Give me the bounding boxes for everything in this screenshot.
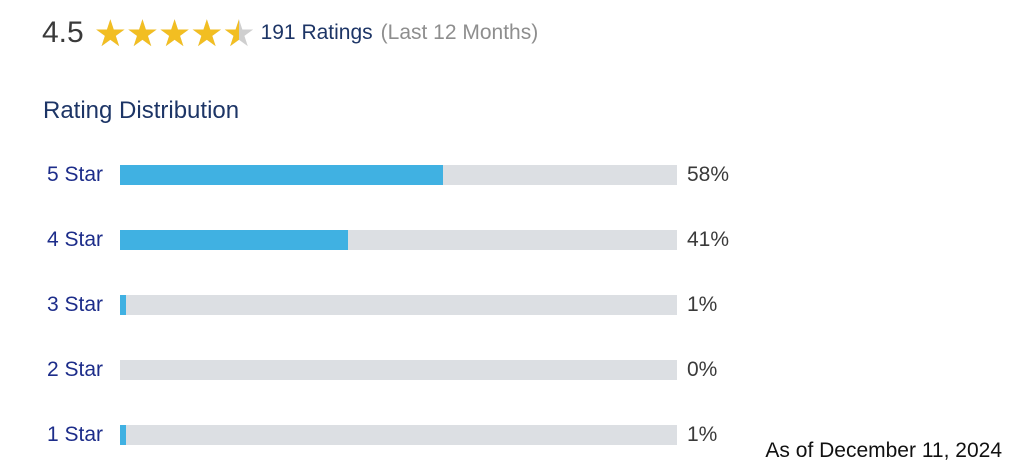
star-rating-fill-icon: ★★★★★: [93, 14, 239, 52]
distribution-bar-track: [120, 360, 677, 380]
distribution-row-1-star: 1 Star 1%: [0, 415, 760, 455]
rating-distribution-title: Rating Distribution: [43, 97, 240, 124]
distribution-bar-fill: [120, 295, 126, 315]
as-of-date: As of December 11, 2024: [765, 439, 1002, 462]
star-percent: 1%: [687, 293, 718, 316]
distribution-row-2-star: 2 Star 0%: [0, 350, 760, 390]
star-percent: 1%: [687, 423, 718, 446]
distribution-row-4-star: 4 Star 41%: [0, 220, 760, 260]
rating-summary: 4.5 ★★★★★ ★★★★★ 191 Ratings (Last 12 Mon…: [42, 10, 538, 56]
distribution-bar-track: [120, 295, 677, 315]
star-label: 4 Star: [47, 228, 104, 251]
star-rating-icon: ★★★★★ ★★★★★: [93, 12, 256, 54]
ratings-count: 191 Ratings: [260, 21, 373, 44]
distribution-bar-fill: [120, 425, 126, 445]
star-label: 5 Star: [47, 163, 104, 186]
distribution-bar-fill: [120, 165, 444, 185]
distribution-bar-track: [120, 425, 677, 445]
star-percent: 58%: [687, 163, 730, 186]
distribution-bar-track: [120, 165, 677, 185]
star-rating-empty-icon: ★★★★★: [93, 12, 256, 54]
star-label: 1 Star: [47, 423, 104, 446]
star-label: 3 Star: [47, 293, 104, 316]
star-percent: 0%: [687, 358, 718, 381]
distribution-row-3-star: 3 Star 1%: [0, 285, 760, 325]
distribution-row-5-star: 5 Star 58%: [0, 155, 760, 195]
star-label: 2 Star: [47, 358, 104, 381]
distribution-bar-track: [120, 230, 677, 250]
distribution-bar-fill: [120, 230, 349, 250]
ratings-period: (Last 12 Months): [380, 21, 539, 44]
average-rating: 4.5: [42, 16, 84, 49]
star-percent: 41%: [687, 228, 730, 251]
